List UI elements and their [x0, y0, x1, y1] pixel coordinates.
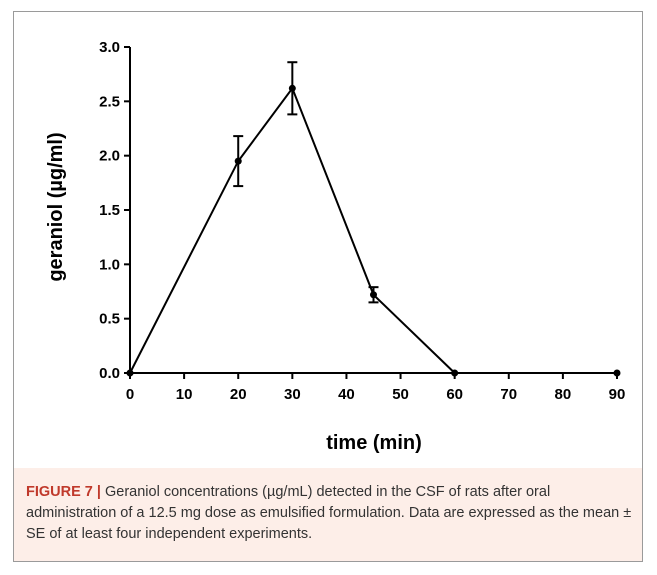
- x-tick-label: 70: [500, 386, 517, 403]
- data-point: [451, 369, 459, 377]
- geraniol-line-chart: 0 10 20 30 40 50 60 70 80 90 0.0 0.5 1.0 1.5 2.0 2.5 3.0…: [45, 39, 625, 454]
- data-point: [370, 291, 377, 299]
- y-tick-label: 0.0: [99, 365, 120, 382]
- x-tick-label: 50: [392, 386, 409, 403]
- ticks: 0 10 20 30 40 50 60 70 80 90 0.0 0.5 1.0 1.5 2.0 2.5 3.0: [99, 39, 625, 403]
- x-axis-title: time (min): [326, 432, 422, 454]
- y-tick-label: 3.0: [99, 39, 120, 56]
- y-tick-label: 2.5: [99, 93, 120, 110]
- data-point: [288, 84, 296, 92]
- y-tick-label: 2.0: [99, 148, 120, 165]
- y-tick-label: 1.5: [99, 202, 120, 219]
- series-line: [129, 86, 456, 374]
- x-tick-label: 40: [338, 386, 355, 403]
- y-tick-label: 1.0: [99, 256, 120, 273]
- x-tick-label: 20: [230, 386, 247, 403]
- data-point: [126, 369, 134, 377]
- data-point: [234, 157, 242, 165]
- x-tick-label: 80: [555, 386, 572, 403]
- y-tick-label: 0.5: [99, 311, 120, 328]
- x-tick-label: 90: [609, 386, 626, 403]
- x-tick-label: 0: [126, 386, 134, 403]
- series-layer: [126, 61, 621, 377]
- x-tick-label: 10: [176, 386, 193, 403]
- x-tick-label: 30: [284, 386, 301, 403]
- axes: [129, 47, 617, 374]
- caption-label: FIGURE 7 |: [26, 484, 101, 500]
- caption-text: Geraniol concentrations (µg/mL) detected…: [26, 484, 632, 542]
- figure-caption: FIGURE 7 | Geraniol concentrations (µg/m…: [13, 468, 643, 562]
- y-axis-title: geraniol (µg/ml): [45, 132, 67, 281]
- x-tick-label: 60: [446, 386, 463, 403]
- data-point: [613, 369, 621, 377]
